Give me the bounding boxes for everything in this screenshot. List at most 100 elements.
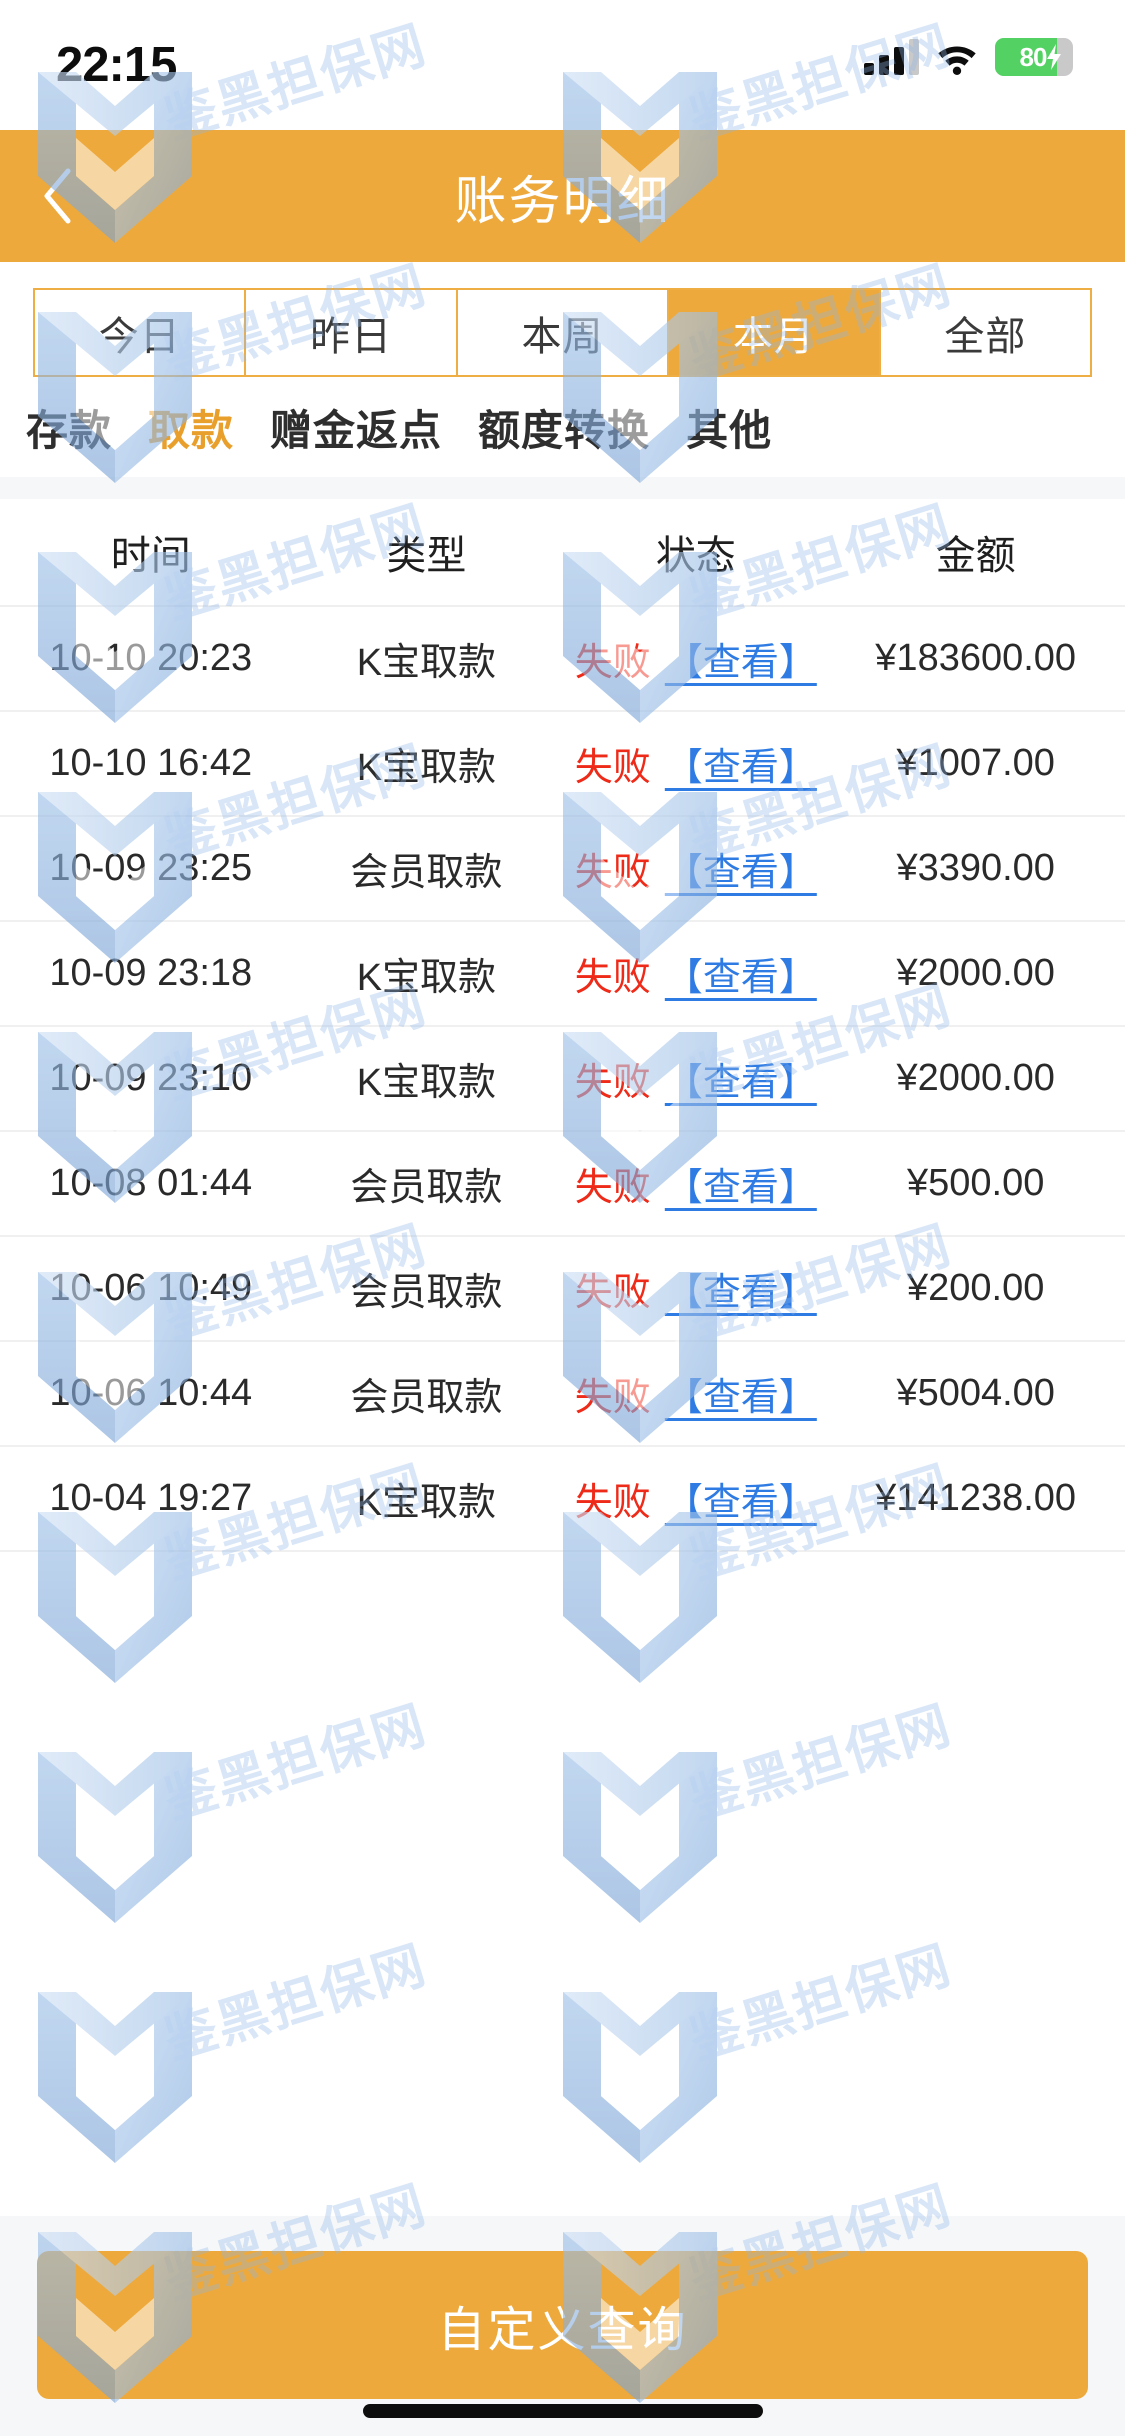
status-badge: 失败 [574,642,651,684]
wifi-icon [935,39,979,75]
battery-icon: 80 [995,38,1073,76]
table-row: 10-10 16:42 K宝取款 失败 【查看】 ¥1007.00 [0,712,1125,817]
type-tab-credit-transfer[interactable]: 额度转换 [478,406,651,454]
transaction-type-tabs: 存款 取款 赠金返点 额度转换 其他 [0,377,1125,477]
table-row: 10-06 10:49 会员取款 失败 【查看】 ¥200.00 [0,1237,1125,1342]
chevron-logo-watermark: 鉴黑担保网 [30,1695,450,1960]
view-detail-link[interactable]: 【查看】 [664,957,817,999]
cell-amount: ¥141238.00 [875,1477,1077,1519]
status-bar-icons: 80 [864,38,1073,76]
watermark-text: 鉴黑担保网 [157,1695,434,1832]
cell-amount: ¥1007.00 [896,742,1055,784]
period-tab-today[interactable]: 今日 [35,290,247,375]
view-detail-link[interactable]: 【查看】 [664,1062,817,1104]
cell-status: 失败 【查看】 [551,1156,840,1211]
cell-type: 会员取款 [350,1272,503,1314]
cell-amount: ¥500.00 [907,1162,1045,1204]
type-tab-withdraw[interactable]: 取款 [148,406,235,454]
cell-amount: ¥3390.00 [896,847,1055,889]
table-row: 10-10 20:23 K宝取款 失败 【查看】 ¥183600.00 [0,607,1125,712]
period-tab-all[interactable]: 全部 [880,290,1091,375]
cell-amount: ¥2000.00 [896,952,1055,994]
cell-time: 10-09 23:10 [49,1057,253,1099]
cell-status: 失败 【查看】 [551,736,840,791]
status-badge: 失败 [574,747,651,789]
cell-type: 会员取款 [350,852,503,894]
view-detail-link[interactable]: 【查看】 [664,1482,817,1524]
battery-charging-bolt-icon [1046,44,1062,70]
chevron-logo-watermark: 鉴黑担保网 [30,1935,450,2200]
cell-type: K宝取款 [356,747,497,789]
cell-amount: ¥183600.00 [875,637,1077,679]
view-detail-link[interactable]: 【查看】 [664,1272,817,1314]
cell-amount: ¥200.00 [907,1267,1045,1309]
chevron-logo-watermark-icon [30,1978,200,2163]
view-detail-link[interactable]: 【查看】 [664,642,817,684]
table-row: 10-09 23:18 K宝取款 失败 【查看】 ¥2000.00 [0,922,1125,1027]
column-header-type: 类型 [386,534,467,578]
transactions-table: 时间 类型 状态 金额 10-10 20:23 K宝取款 失败 【查看】 ¥18… [0,499,1125,1552]
chevron-logo-watermark: 鉴黑担保网 [555,1695,975,1960]
cell-status: 失败 【查看】 [551,946,840,1001]
cell-type: K宝取款 [356,642,497,684]
custom-query-button[interactable]: 自定义查询 [37,2251,1088,2399]
status-bar: 22:15 80 [0,0,1125,130]
cell-type: 会员取款 [350,1377,503,1419]
view-detail-link[interactable]: 【查看】 [664,1167,817,1209]
chevron-logo-watermark: 鉴黑担保网 [555,1935,975,2200]
type-tab-deposit[interactable]: 存款 [26,406,113,454]
cell-type: K宝取款 [356,1062,497,1104]
cell-time: 10-10 20:23 [49,637,253,679]
view-detail-link[interactable]: 【查看】 [664,747,817,789]
cell-time: 10-09 23:18 [49,952,253,994]
chevron-logo-watermark-icon [555,1978,725,2163]
status-badge: 失败 [574,1167,651,1209]
cell-time: 10-09 23:25 [49,847,253,889]
cell-time: 10-04 19:27 [49,1477,253,1519]
cell-amount: ¥5004.00 [896,1372,1055,1414]
chevron-logo-watermark-icon [555,1738,725,1923]
cell-amount: ¥2000.00 [896,1057,1055,1099]
type-tab-other[interactable]: 其他 [686,406,773,454]
watermark-text: 鉴黑担保网 [682,1695,959,1832]
cellular-signal-icon [864,39,919,75]
period-tab-this-week[interactable]: 本周 [457,290,670,375]
section-divider [0,477,1125,499]
table-row: 10-09 23:25 会员取款 失败 【查看】 ¥3390.00 [0,817,1125,922]
table-header-row: 时间 类型 状态 金额 [0,499,1125,607]
cell-status: 失败 【查看】 [551,1051,840,1106]
table-bottom-spacer [0,1552,1125,1598]
cell-type: K宝取款 [356,957,497,999]
cell-time: 10-08 01:44 [49,1162,253,1204]
cell-status: 失败 【查看】 [551,631,840,686]
cell-status: 失败 【查看】 [551,1261,840,1316]
cell-type: K宝取款 [356,1482,497,1524]
view-detail-link[interactable]: 【查看】 [664,1377,817,1419]
cell-status: 失败 【查看】 [551,841,840,896]
watermark-text: 鉴黑担保网 [157,1935,434,2072]
column-header-time: 时间 [110,534,191,578]
page-title: 账务明细 [454,172,671,231]
period-filter-group: 今日 昨日 本周 本月 全部 [33,288,1092,377]
type-tab-bonus-rebate[interactable]: 赠金返点 [270,406,443,454]
cell-time: 10-06 10:49 [49,1267,253,1309]
period-tab-yesterday[interactable]: 昨日 [246,290,458,375]
cell-status: 失败 【查看】 [551,1471,840,1526]
table-row: 10-06 10:44 会员取款 失败 【查看】 ¥5004.00 [0,1342,1125,1447]
chevron-logo-watermark-icon [30,1738,200,1923]
period-tab-this-month[interactable]: 本月 [669,290,881,375]
view-detail-link[interactable]: 【查看】 [664,852,817,894]
status-badge: 失败 [574,1062,651,1104]
status-badge: 失败 [574,1377,651,1419]
watermark-text: 鉴黑担保网 [682,1935,959,2072]
status-badge: 失败 [574,1272,651,1314]
table-row: 10-04 19:27 K宝取款 失败 【查看】 ¥141238.00 [0,1447,1125,1552]
battery-fill [995,38,1058,76]
cell-time: 10-06 10:44 [49,1372,253,1414]
status-badge: 失败 [574,957,651,999]
table-row: 10-09 23:10 K宝取款 失败 【查看】 ¥2000.00 [0,1027,1125,1132]
home-indicator [362,2404,763,2418]
app-header: 账务明细 [0,130,1125,262]
bottom-action-bar: 自定义查询 [0,2216,1125,2436]
